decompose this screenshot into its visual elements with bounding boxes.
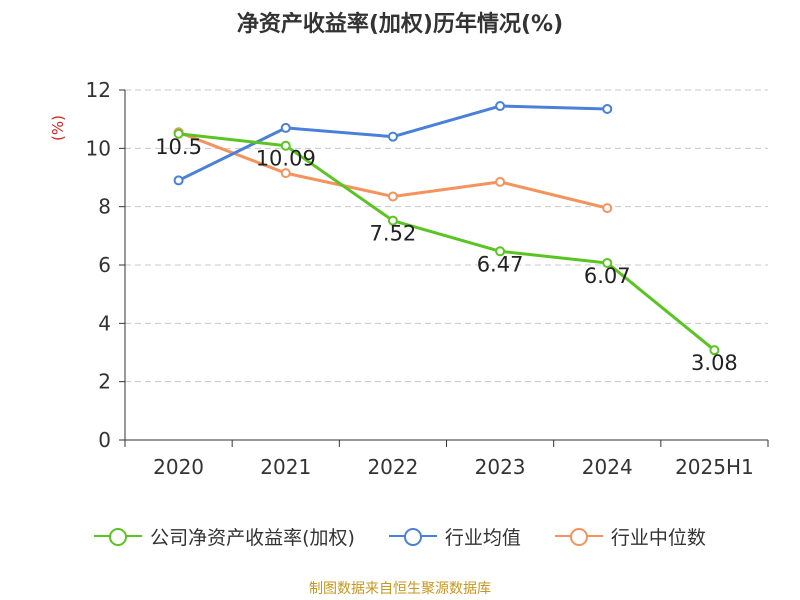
data-point[interactable] bbox=[602, 203, 613, 214]
y-tick-label: 10 bbox=[86, 136, 111, 160]
data-point[interactable] bbox=[495, 176, 506, 187]
data-label: 7.52 bbox=[370, 222, 417, 246]
y-tick-label: 4 bbox=[98, 311, 111, 335]
data-point[interactable] bbox=[280, 140, 291, 151]
x-tick-label: 2022 bbox=[367, 455, 418, 479]
x-tick-label: 2021 bbox=[260, 455, 311, 479]
legend-item-company-roe[interactable]: 公司净资产收益率(加权) bbox=[94, 523, 355, 550]
data-label: 6.07 bbox=[584, 264, 631, 288]
data-point[interactable] bbox=[602, 257, 613, 268]
legend: 公司净资产收益率(加权) 行业均值 行业中位数 bbox=[0, 520, 800, 552]
data-point[interactable] bbox=[173, 175, 184, 186]
data-point[interactable] bbox=[387, 191, 398, 202]
data-label: 6.47 bbox=[477, 252, 524, 276]
y-tick-label: 8 bbox=[98, 195, 111, 219]
gridlines bbox=[125, 89, 768, 383]
data-labels: 10.5 10.09 7.52 6.47 6.07 3.08 bbox=[155, 135, 738, 375]
data-point[interactable] bbox=[709, 345, 720, 356]
data-label: 10.09 bbox=[256, 147, 316, 171]
x-tick-label: 2024 bbox=[582, 455, 633, 479]
data-label: 3.08 bbox=[691, 351, 738, 375]
x-tick-label: 2020 bbox=[153, 455, 204, 479]
data-point[interactable] bbox=[387, 215, 398, 226]
data-point[interactable] bbox=[495, 246, 506, 257]
series-line-0 bbox=[178, 132, 716, 352]
data-label: 10.5 bbox=[155, 135, 202, 159]
series-line-1 bbox=[177, 104, 608, 182]
legend-marker-green bbox=[94, 528, 143, 546]
legend-marker-blue bbox=[388, 528, 437, 546]
chart-title: 净资产收益率(加权)历年情况(%) bbox=[236, 12, 564, 37]
data-point[interactable] bbox=[495, 101, 506, 112]
y-tick-label: 6 bbox=[98, 253, 111, 277]
x-tick-label: 2023 bbox=[475, 455, 526, 479]
y-tick-label: 12 bbox=[86, 78, 111, 102]
legend-item-industry-median[interactable]: 行业中位数 bbox=[554, 523, 706, 550]
y-tick-label: 2 bbox=[98, 370, 111, 394]
data-point[interactable] bbox=[280, 122, 291, 133]
data-point[interactable] bbox=[387, 131, 398, 142]
legend-label: 行业中位数 bbox=[610, 526, 706, 549]
series-lines bbox=[173, 101, 720, 356]
data-point[interactable] bbox=[280, 168, 291, 179]
y-tick-label: 0 bbox=[98, 428, 111, 452]
legend-item-industry-mean[interactable]: 行业均值 bbox=[388, 523, 521, 550]
source-note: 制图数据来自恒生聚源数据库 bbox=[309, 581, 491, 597]
data-point[interactable] bbox=[173, 128, 184, 139]
axes: 0 2 4 6 8 10 12 2020 2021 2022 2023 2024 2025H1 bbox=[86, 78, 769, 479]
data-point[interactable] bbox=[602, 103, 613, 114]
legend-label: 行业均值 bbox=[444, 526, 521, 549]
x-tick-label: 2025H1 bbox=[675, 455, 754, 479]
legend-label: 公司净资产收益率(加权) bbox=[150, 526, 355, 549]
y-axis-label: (%) bbox=[49, 115, 67, 141]
legend-marker-orange bbox=[554, 528, 603, 546]
